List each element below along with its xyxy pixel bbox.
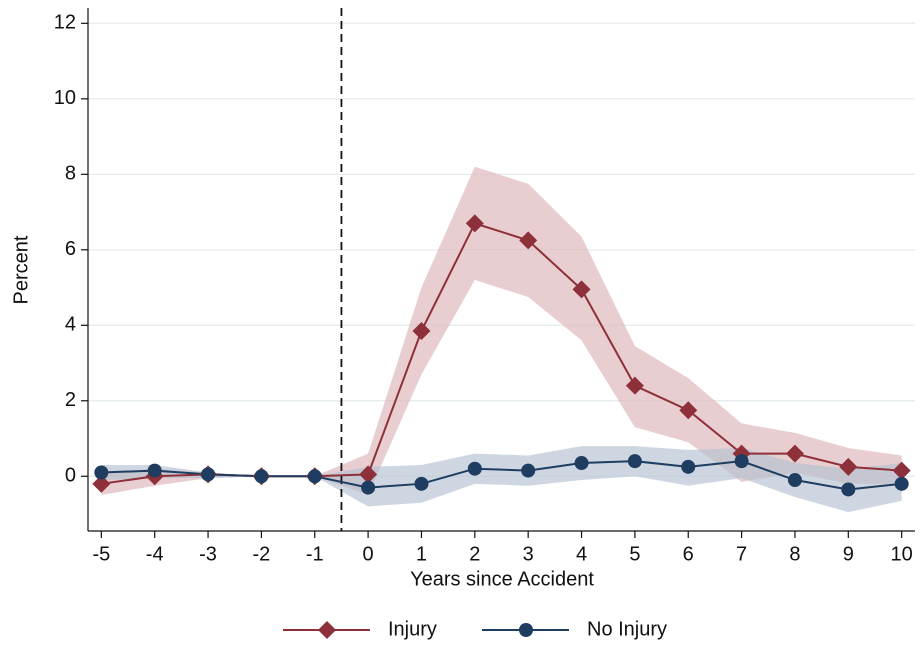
marker: [894, 476, 909, 491]
legend-marker: [519, 623, 533, 637]
marker: [787, 473, 802, 488]
x-tick-label: -3: [199, 543, 217, 565]
series-line: [101, 460, 902, 491]
marker: [201, 467, 216, 482]
marker: [892, 461, 911, 480]
x-tick-label: -5: [92, 543, 110, 565]
marker: [839, 457, 858, 476]
x-tick-label: 7: [736, 543, 747, 565]
marker: [785, 444, 804, 463]
x-tick-label: 10: [891, 543, 913, 565]
x-tick-label: 5: [629, 543, 640, 565]
y-tick-label: 2: [65, 389, 76, 411]
marker: [625, 376, 644, 395]
marker: [519, 231, 538, 250]
confidence-band: [101, 446, 902, 513]
x-tick-label: 3: [523, 543, 534, 565]
marker: [467, 461, 482, 476]
x-tick-label: 9: [843, 543, 854, 565]
marker: [147, 463, 162, 478]
marker: [359, 465, 378, 484]
legend-marker: [318, 621, 336, 639]
x-tick-label: -4: [146, 543, 164, 565]
marker: [94, 465, 109, 480]
y-tick-label: 10: [54, 87, 76, 109]
x-tick-label: -2: [253, 543, 271, 565]
x-tick-label: -1: [306, 543, 324, 565]
marker: [627, 454, 642, 469]
legend-label: No Injury: [587, 618, 667, 640]
marker: [307, 469, 322, 484]
x-tick-label: 1: [416, 543, 427, 565]
y-tick-label: 6: [65, 238, 76, 260]
marker: [412, 321, 431, 340]
confidence-band: [101, 166, 902, 496]
marker: [414, 476, 429, 491]
y-tick-label: 4: [65, 314, 76, 336]
x-tick-label: 4: [576, 543, 587, 565]
marker: [465, 214, 484, 233]
marker: [92, 474, 111, 493]
marker: [841, 482, 856, 497]
x-tick-label: 6: [683, 543, 694, 565]
x-tick-label: 2: [469, 543, 480, 565]
marker: [574, 456, 589, 471]
y-axis-label: Percent: [10, 235, 32, 304]
y-tick-label: 0: [65, 465, 76, 487]
x-axis-label: Years since Accident: [410, 568, 594, 590]
x-tick-label: 0: [363, 543, 374, 565]
marker: [734, 454, 749, 469]
legend-label: Injury: [388, 618, 437, 640]
x-tick-label: 8: [789, 543, 800, 565]
marker: [361, 480, 376, 495]
marker: [572, 280, 591, 299]
marker: [681, 459, 696, 474]
marker: [679, 401, 698, 420]
marker: [254, 469, 269, 484]
y-tick-label: 8: [65, 163, 76, 185]
marker: [521, 463, 536, 478]
y-tick-label: 12: [54, 12, 76, 34]
